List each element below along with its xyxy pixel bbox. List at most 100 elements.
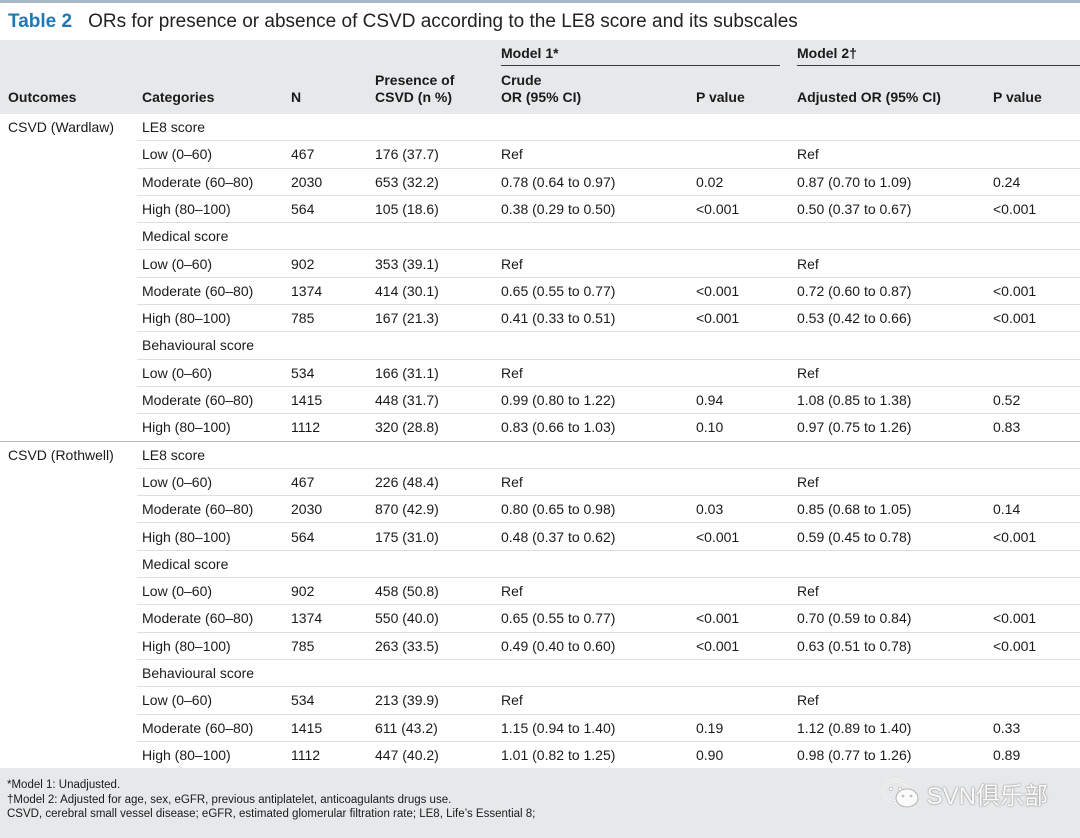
row-divider [137,304,1080,306]
cell-category: Moderate (60–80) [142,282,254,299]
cell-pvalue2: <0.001 [993,528,1037,545]
cell-presence: 213 (39.9) [375,692,439,709]
table-number: Table 2 [8,10,73,32]
cell-crude-or: 0.99 (0.80 to 1.22) [501,392,616,408]
cell-adjusted-or: 0.98 (0.77 to 1.26) [797,746,912,763]
model1-rule [501,65,780,66]
cell-pvalue1: 0.03 [696,501,724,518]
cell-n: 1374 [291,610,323,627]
row-divider [137,222,1080,224]
cell-pvalue2: 0.89 [993,746,1021,763]
header-categories: Categories [142,89,215,105]
subheading-row: Behavioural score [0,660,1080,688]
cell-subheading: Behavioural score [142,337,255,354]
row-divider [137,276,1080,278]
cell-presence: 105 (18.6) [375,200,439,217]
cell-adjusted-or: 1.12 (0.89 to 1.40) [797,719,912,736]
cell-crude-or: 0.80 (0.65 to 0.98) [501,501,616,518]
cell-n: 2030 [291,173,323,190]
row-divider [137,331,1080,333]
cell-category: Low (0–60) [142,255,213,272]
cell-adjusted-or: 0.59 (0.45 to 0.78) [797,528,912,545]
cell-category: High (80–100) [142,310,231,327]
cell-adjusted-or: Ref [797,583,819,600]
cell-category: Low (0–60) [142,583,213,600]
row-divider [137,577,1080,579]
wechat-icon [881,778,919,807]
cell-crude-or: 0.41 (0.33 to 0.51) [501,310,616,327]
row-divider [137,385,1080,387]
subheading-row: Behavioural score [0,332,1080,360]
footnote-model2: †Model 2: Adjusted for age, sex, eGFR, p… [7,793,452,806]
cell-n: 1415 [291,392,323,408]
subheading-row: Medical score [0,551,1080,579]
table-row: Low (0–60) 467 176 (37.7) Ref Ref [0,141,1080,169]
cell-presence: 166 (31.1) [375,364,439,381]
cell-category: High (80–100) [142,637,231,654]
cell-category: Low (0–60) [142,692,213,709]
cell-adjusted-or: 0.50 (0.37 to 0.67) [797,200,912,217]
header-model2: Model 2† [797,45,857,61]
row-divider [137,604,1080,606]
footnote-abbreviations: CSVD, cerebral small vessel disease; eGF… [7,808,536,820]
cell-crude-or: Ref [501,364,523,381]
cell-crude-or: 0.48 (0.37 to 0.62) [501,528,616,545]
cell-category: Moderate (60–80) [142,610,254,627]
cell-n: 1374 [291,282,323,299]
row-divider [137,686,1080,688]
cell-n: 1112 [291,746,321,763]
table-row: Low (0–60) 534 166 (31.1) Ref Ref [0,360,1080,387]
cell-pvalue2: 0.83 [993,419,1021,436]
header-crude-line2: OR (95% CI) [501,89,582,105]
cell-category: High (80–100) [142,200,231,217]
cell-crude-or: 0.38 (0.29 to 0.50) [501,200,616,217]
table-row: High (80–100) 1112 320 (28.8) 0.83 (0.66 to… [0,414,1080,442]
cell-n: 534 [291,364,315,381]
row-divider [0,440,1080,442]
cell-crude-or: 0.78 (0.64 to 0.97) [501,173,616,190]
cell-category: Low (0–60) [142,146,213,163]
row-divider [137,713,1080,715]
cell-pvalue1: 0.90 [696,746,724,763]
row-divider [137,358,1080,360]
cell-crude-or: Ref [501,146,523,163]
cell-adjusted-or: Ref [797,255,819,272]
row-divider [137,140,1080,142]
cell-n: 1415 [291,719,323,736]
cell-pvalue1: <0.001 [696,282,740,299]
table-row: Low (0–60) 902 458 (50.8) Ref Ref [0,578,1080,606]
cell-pvalue1: 0.19 [696,719,724,736]
header-outcomes: Outcomes [8,89,77,105]
row-divider [137,467,1080,469]
cell-crude-or: 0.65 (0.55 to 0.77) [501,610,616,627]
row-divider [137,549,1080,551]
cell-category: Moderate (60–80) [142,173,254,190]
cell-presence: 175 (31.0) [375,528,439,545]
cell-category: Moderate (60–80) [142,719,254,736]
table-row: Moderate (60–80) 1374 414 (30.1) 0.65 (0.55… [0,278,1080,306]
cell-category: Low (0–60) [142,364,213,381]
table-row: High (80–100) 1112 447 (40.2) 1.01 (0.82 to… [0,742,1080,769]
table-row: Low (0–60) 902 353 (39.1) Ref Ref [0,251,1080,278]
table-row: High (80–100) 564 105 (18.6) 0.38 (0.29 to … [0,196,1080,224]
cell-n: 534 [291,692,315,709]
table-row: Low (0–60) 467 226 (48.4) Ref Ref [0,469,1080,497]
cell-presence: 167 (21.3) [375,310,439,327]
cell-category: High (80–100) [142,746,231,763]
cell-pvalue2: 0.52 [993,392,1021,408]
table-row: High (80–100) 785 167 (21.3) 0.41 (0.33 to … [0,305,1080,333]
cell-crude-or: Ref [501,583,523,600]
cell-presence: 550 (40.0) [375,610,439,627]
cell-n: 902 [291,583,315,600]
header-presence-line2: CSVD (n %) [375,89,452,105]
table-title-bar: Table 2 ORs for presence or absence of C… [0,0,1080,40]
header-pvalue2: P value [993,89,1042,105]
row-divider [137,249,1080,251]
table-row: Moderate (60–80) 2030 653 (32.2) 0.78 (0.64… [0,169,1080,196]
cell-n: 564 [291,528,315,545]
table-row: Moderate (60–80) 2030 870 (42.9) 0.80 (0.65… [0,496,1080,524]
cell-pvalue1: <0.001 [696,637,740,654]
subheading-row: CSVD (Rothwell) LE8 score [0,442,1080,469]
table-header: Outcomes Categories N Presence of CSVD (… [0,40,1080,114]
